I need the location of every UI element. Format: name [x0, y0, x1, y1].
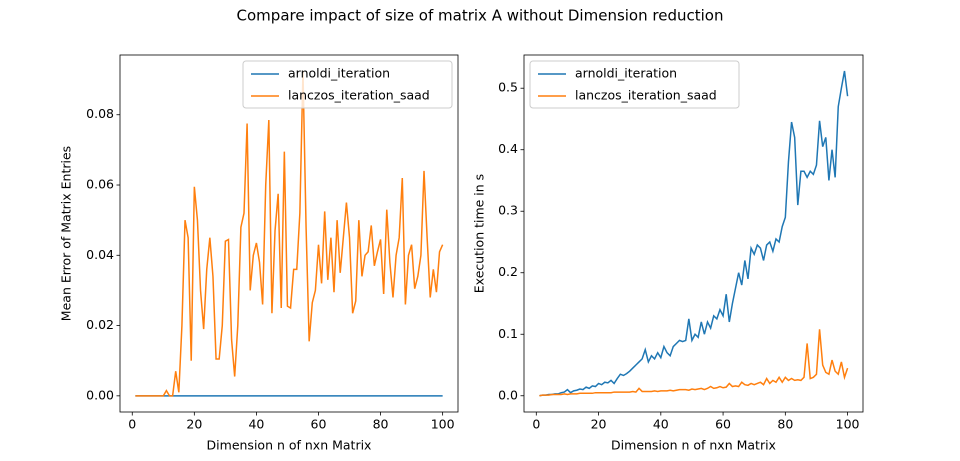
legend-label: arnoldi_iteration	[575, 66, 677, 81]
x-tick-label: 20	[186, 417, 202, 432]
legend-box	[529, 60, 740, 109]
axes-frame	[119, 54, 459, 413]
figure-title: Compare impact of size of matrix A witho…	[237, 7, 724, 25]
y-tick-label: 0.04	[86, 247, 114, 262]
y-axis-label: Execution time in s	[472, 174, 487, 293]
x-tick-label: 80	[373, 417, 389, 432]
x-tick-label: 100	[431, 417, 455, 432]
x-tick-label: 0	[532, 417, 540, 432]
line-series	[539, 70, 849, 397]
legend-box	[242, 60, 453, 109]
y-tick-label: 0.00	[86, 387, 114, 402]
x-tick-label: 80	[777, 417, 793, 432]
y-tick-label: 0.2	[498, 264, 518, 279]
x-axis-label: Dimension n of nxn Matrix	[611, 438, 776, 453]
x-tick-label: 60	[715, 417, 731, 432]
x-tick-label: 0	[128, 417, 136, 432]
y-tick-label: 0.06	[86, 177, 114, 192]
y-tick-label: 0.0	[498, 387, 518, 402]
y-tick-label: 0.1	[498, 326, 518, 341]
y-tick-label: 0.02	[86, 317, 114, 332]
y-axis-label: Mean Error of Matrix Entries	[59, 146, 74, 321]
y-tick-label: 0.4	[498, 141, 518, 156]
legend-label: lanczos_iteration_saad	[288, 88, 430, 103]
x-tick-label: 60	[311, 417, 327, 432]
axes-frame	[523, 54, 864, 413]
legend-label: arnoldi_iteration	[288, 66, 390, 81]
y-tick-label: 0.3	[498, 203, 518, 218]
line-series	[135, 70, 444, 397]
x-tick-label: 40	[653, 417, 669, 432]
x-axis-label: Dimension n of nxn Matrix	[207, 438, 372, 453]
x-tick-label: 20	[591, 417, 607, 432]
x-tick-label: 100	[836, 417, 860, 432]
y-tick-label: 0.5	[498, 80, 518, 95]
y-tick-label: 0.08	[86, 106, 114, 121]
x-tick-label: 40	[248, 417, 264, 432]
line-series	[539, 329, 849, 397]
legend: arnoldi_iteration lanczos_iteration_saad	[529, 60, 740, 109]
legend: arnoldi_iteration lanczos_iteration_saad	[242, 60, 453, 109]
legend-label: lanczos_iteration_saad	[575, 88, 717, 103]
